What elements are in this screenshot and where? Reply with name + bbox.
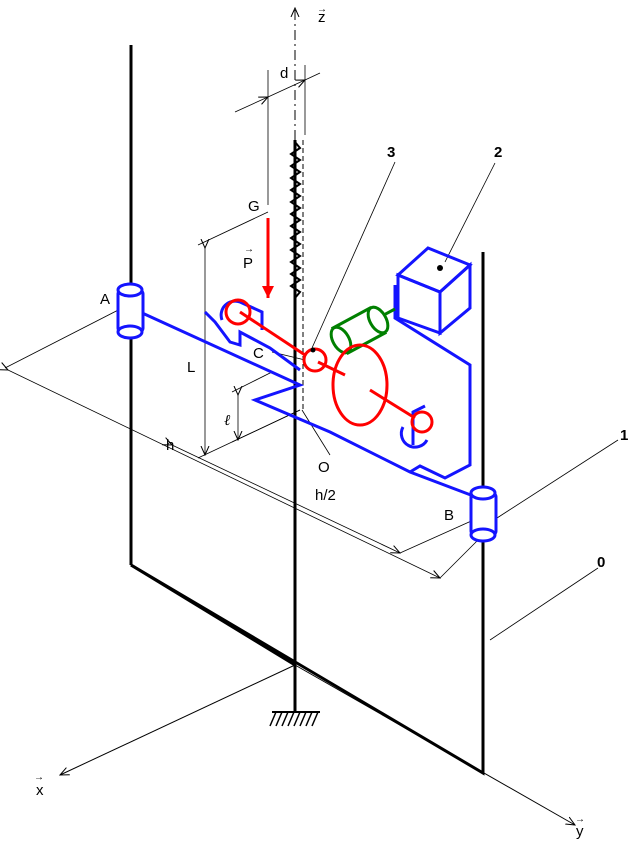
force-P-label: P [243, 255, 253, 272]
platform-beam [139, 310, 485, 502]
bearing-A [116, 282, 145, 340]
part-3-label: 3 [387, 144, 395, 161]
left-bracket [203, 310, 301, 372]
pivot-C [302, 347, 328, 373]
z-vector-arrow: → [317, 4, 327, 15]
x-vector-arrow: → [34, 772, 44, 783]
spring [289, 141, 302, 299]
part-2-label: 2 [494, 144, 502, 161]
bearing-B [469, 485, 498, 543]
part-1-label: 1 [620, 427, 628, 444]
green-motor [329, 305, 396, 356]
left-roller [224, 298, 252, 326]
x-axis-label: x [36, 782, 44, 799]
ground-support [269, 711, 320, 727]
dim-L-label: L [187, 359, 195, 376]
z-axis-label: z [318, 9, 326, 26]
y-vector-arrow: → [575, 814, 585, 825]
y-axis-label: y [576, 823, 584, 840]
x-axis [60, 664, 296, 775]
dim-d-label: d [280, 65, 288, 82]
labels: z → x → y → d G P → A L C ℓ h O h/2 B 3 … [34, 4, 628, 840]
point-B-label: B [444, 507, 454, 524]
motor-box-2 [395, 246, 473, 337]
frame-diagonal [130, 563, 296, 667]
point-A-label: A [100, 291, 110, 308]
point-C-dot [310, 347, 316, 353]
frame-0 [129, 45, 485, 776]
p-vector-arrow: → [244, 244, 254, 255]
point-C-label: C [253, 345, 264, 362]
dim-h-half-label: h/2 [315, 487, 336, 504]
point-G-label: G [248, 198, 260, 215]
rotor-disk [331, 343, 389, 427]
y-axis [294, 664, 575, 825]
axes [60, 8, 575, 825]
right-cradle [411, 404, 426, 445]
dimensions [5, 65, 619, 641]
point-O-label: O [318, 459, 330, 476]
dim-h-label: h [166, 437, 174, 454]
dim-l-label: ℓ [224, 413, 230, 429]
right-roller [410, 410, 434, 434]
part-0-label: 0 [597, 554, 605, 571]
right-housing [393, 285, 472, 480]
platform-1 [139, 285, 485, 502]
